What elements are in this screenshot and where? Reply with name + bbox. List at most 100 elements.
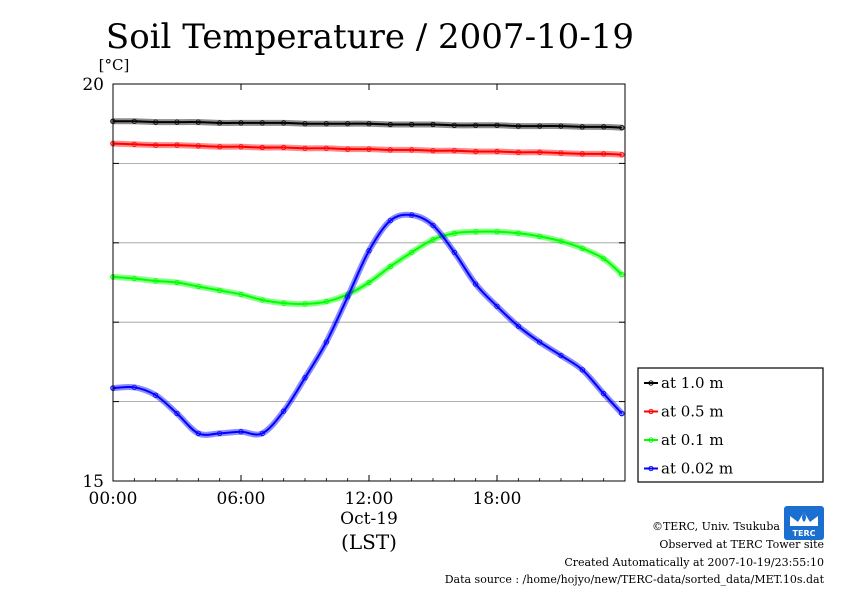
data-point-at-0-02-m	[281, 408, 287, 414]
data-point-at-0-02-m	[537, 339, 543, 345]
data-point-at-1-0-m	[366, 121, 372, 127]
data-point-at-0-1-m	[323, 298, 329, 305]
legend-marker-at-0-02-m	[648, 465, 654, 472]
data-point-at-0-5-m	[366, 146, 372, 152]
data-point-at-0-1-m	[579, 245, 585, 251]
data-point-at-0-1-m	[473, 229, 479, 235]
data-point-at-1-0-m	[387, 121, 393, 128]
legend: at 1.0 m at 0.5 m at 0.1 m at 0.02 m	[637, 367, 824, 483]
data-point-at-0-5-m	[558, 150, 564, 156]
data-point-at-0-5-m	[174, 142, 180, 148]
logo-text: TERC	[793, 529, 816, 538]
x-tick-label: 00:00	[89, 489, 138, 509]
series-line-at-0-5-m	[112, 142, 622, 156]
data-point-at-0-1-m	[259, 297, 265, 303]
axis-ticks: 00:00 06:00 12:00 18:00 20 15	[82, 75, 625, 509]
y-axis-unit-label: [°C]	[99, 56, 130, 74]
legend-label-at-0-5-m: at 0.5 m	[661, 403, 724, 421]
data-point-at-0-02-m	[217, 430, 223, 436]
data-point-at-0-02-m	[473, 281, 479, 287]
data-point-at-1-0-m	[238, 120, 244, 126]
data-point-at-0-5-m	[579, 151, 585, 157]
credits: ©TERC, Univ. Tsukuba Observed at TERC To…	[445, 520, 825, 586]
chart-title: Soil Temperature / 2007-10-19	[106, 17, 634, 57]
data-point-at-1-0-m	[302, 121, 308, 127]
series-line-at-0-02-m	[112, 213, 623, 436]
data-point-at-1-0-m	[195, 119, 201, 125]
observed-site-text: Observed at TERC Tower site	[659, 538, 824, 551]
data-point-at-0-02-m	[515, 323, 521, 329]
data-source-text: Data source : /home/hojyo/new/TERC-data/…	[445, 573, 825, 586]
data-point-at-1-0-m	[323, 121, 329, 127]
copyright-text: ©TERC, Univ. Tsukuba	[652, 520, 780, 533]
data-point-at-0-1-m	[387, 264, 393, 270]
data-point-at-0-5-m	[515, 149, 521, 155]
data-point-at-1-0-m	[259, 120, 265, 126]
logo-drop-icon	[802, 512, 806, 522]
legend-label-at-0-1-m: at 0.1 m	[661, 431, 724, 449]
data-point-at-1-0-m	[537, 123, 543, 129]
data-point-at-0-5-m	[494, 148, 500, 155]
x-tick-label: 06:00	[217, 489, 266, 509]
gridlines	[113, 162, 625, 403]
data-point-at-0-5-m	[451, 148, 457, 154]
data-point-at-0-1-m	[174, 279, 180, 286]
y-tick-label: 20	[82, 75, 104, 95]
data-point-at-0-02-m	[366, 248, 372, 254]
data-point-at-0-1-m	[238, 291, 244, 298]
created-timestamp-text: Created Automatically at 2007-10-19/23:5…	[564, 556, 824, 569]
data-point-at-1-0-m	[619, 125, 625, 131]
data-point-at-0-1-m	[494, 229, 500, 235]
data-point-at-0-5-m	[619, 152, 625, 158]
data-point-at-0-1-m	[195, 283, 201, 290]
data-point-at-0-02-m	[579, 367, 585, 373]
data-point-at-0-1-m	[601, 256, 607, 262]
data-point-at-0-1-m	[366, 279, 372, 286]
data-point-at-0-02-m	[195, 430, 201, 436]
data-point-at-0-5-m	[131, 141, 137, 147]
data-point-at-1-0-m	[345, 121, 351, 127]
data-point-at-0-1-m	[153, 278, 159, 284]
legend-marker-at-0-1-m	[648, 437, 654, 443]
data-point-at-0-02-m	[494, 303, 500, 309]
data-point-at-0-02-m	[619, 410, 625, 417]
data-point-at-0-1-m	[515, 230, 521, 236]
data-point-at-0-5-m	[409, 147, 415, 153]
data-point-at-0-02-m	[451, 249, 457, 255]
data-point-at-0-02-m	[430, 222, 436, 228]
data-point-at-0-02-m	[601, 391, 607, 397]
data-point-at-0-5-m	[345, 146, 351, 152]
data-point-at-0-1-m	[302, 301, 308, 307]
data-point-at-0-02-m	[345, 294, 351, 300]
data-point-at-0-1-m	[558, 238, 564, 244]
x-tick-label: 12:00	[345, 489, 394, 509]
data-point-at-1-0-m	[451, 122, 457, 128]
data-point-at-0-1-m	[430, 237, 436, 243]
data-point-at-0-02-m	[323, 339, 329, 345]
legend-label-at-1-0-m: at 1.0 m	[661, 374, 724, 392]
x-axis-date-label: Oct-19	[340, 509, 398, 529]
data-point-at-1-0-m	[515, 123, 521, 129]
data-point-at-0-5-m	[387, 147, 393, 153]
data-point-at-1-0-m	[217, 120, 223, 126]
data-point-at-0-5-m	[323, 145, 329, 151]
series-line-at-1-0-m	[112, 120, 622, 129]
data-point-at-0-02-m	[409, 212, 415, 218]
data-point-at-0-5-m	[473, 148, 479, 155]
data-point-at-1-0-m	[281, 120, 287, 126]
data-point-at-1-0-m	[558, 123, 564, 129]
data-point-at-1-0-m	[174, 119, 180, 125]
series-band-at-0-1-m	[110, 228, 625, 307]
data-point-at-0-02-m	[238, 429, 244, 435]
data-point-at-0-02-m	[153, 392, 159, 398]
data-point-at-0-5-m	[537, 149, 543, 155]
x-tick-label: 18:00	[473, 489, 522, 509]
data-point-at-1-0-m	[430, 121, 436, 128]
data-point-at-0-1-m	[217, 287, 223, 294]
data-point-at-0-02-m	[174, 410, 180, 417]
legend-label-at-0-02-m: at 0.02 m	[661, 460, 733, 478]
data-point-at-0-5-m	[195, 143, 201, 149]
data-point-at-0-1-m	[131, 275, 137, 282]
data-point-at-1-0-m	[153, 119, 159, 125]
